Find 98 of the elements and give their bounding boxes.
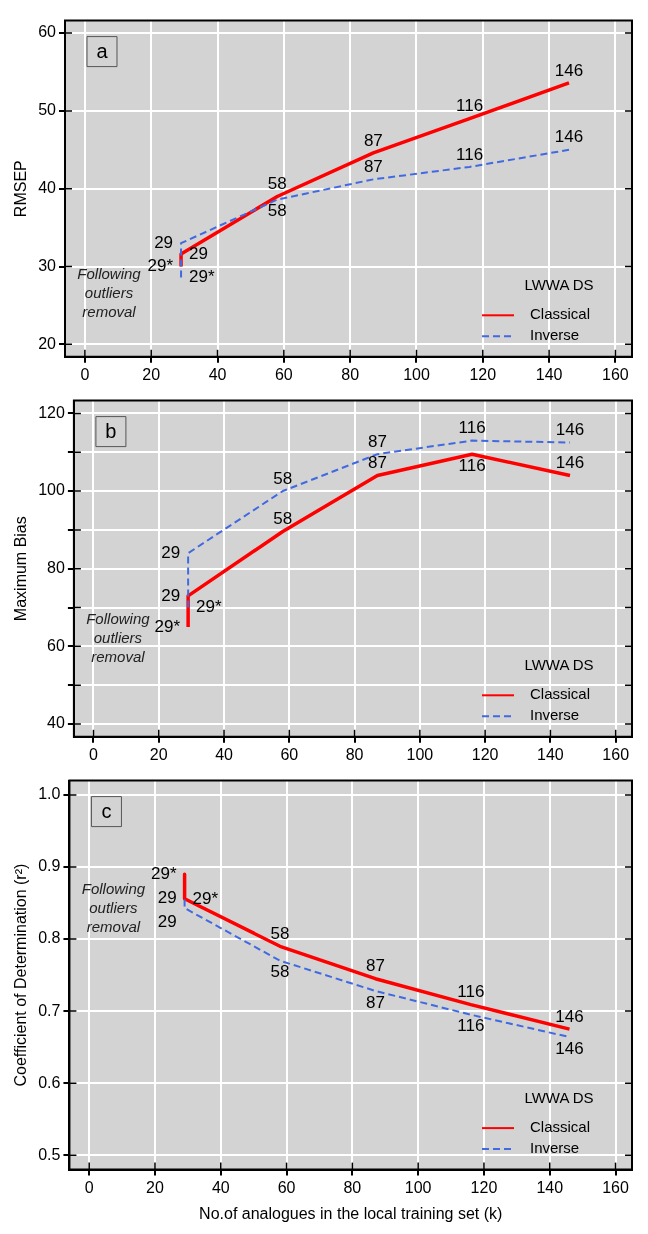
y-tick-label: 30 bbox=[38, 256, 57, 274]
annotation: 116 bbox=[455, 96, 484, 116]
annotation: 29* bbox=[151, 863, 177, 883]
annotation: 87 bbox=[363, 157, 383, 177]
annotation: 146 bbox=[554, 60, 584, 80]
legend-label: Inverse bbox=[530, 706, 580, 724]
annotation: 58 bbox=[273, 509, 293, 529]
x-tick-label: 20 bbox=[142, 365, 161, 383]
y-tick-label: 0.5 bbox=[38, 1145, 61, 1163]
x-tick-label: 0 bbox=[89, 745, 99, 763]
annotation: 29 bbox=[161, 585, 181, 605]
y-tick-label: 120 bbox=[38, 403, 65, 421]
x-tick-label: 120 bbox=[469, 365, 497, 383]
y-axis-title: Maximum Bias bbox=[12, 516, 30, 622]
annotation: 58 bbox=[273, 468, 293, 488]
annotation: 29 bbox=[154, 232, 174, 252]
annotation: 116 bbox=[458, 455, 486, 475]
annotation: 29* bbox=[196, 597, 223, 617]
annotation: 58 bbox=[270, 962, 290, 982]
annotation: 87 bbox=[365, 992, 385, 1012]
x-tick-label: 140 bbox=[535, 365, 563, 383]
legend-label: Inverse bbox=[530, 326, 580, 344]
y-tick-label: 20 bbox=[38, 334, 57, 352]
annotation: 116 bbox=[457, 1016, 485, 1036]
annotation: 29* bbox=[192, 889, 219, 909]
x-tick-label: 100 bbox=[404, 1178, 432, 1196]
annotation: 58 bbox=[270, 923, 290, 943]
legend-title: LWWA DS bbox=[524, 1089, 594, 1107]
legend-label: Inverse bbox=[530, 1139, 580, 1157]
y-tick-label: 40 bbox=[38, 179, 57, 197]
annotation: 29 bbox=[157, 911, 177, 931]
annotation: 58 bbox=[267, 174, 287, 194]
x-tick-label: 140 bbox=[536, 1178, 564, 1196]
y-axis-title: Coefficient of Determination (r²) bbox=[12, 863, 30, 1087]
annotation: 29 bbox=[189, 243, 208, 263]
y-tick-label: 50 bbox=[38, 101, 57, 119]
annotation: Following outliers removal bbox=[86, 610, 151, 666]
x-tick-label: 160 bbox=[602, 365, 629, 383]
x-tick-label: 140 bbox=[537, 745, 564, 763]
annotation: 146 bbox=[555, 1038, 584, 1058]
x-tick-label: 0 bbox=[80, 365, 90, 383]
y-tick-label: 60 bbox=[38, 23, 57, 41]
annotation: 87 bbox=[367, 453, 387, 473]
annotation: 146 bbox=[555, 1006, 584, 1026]
annotation: 29* bbox=[147, 256, 174, 276]
annotation: 87 bbox=[363, 130, 383, 150]
x-tick-label: 120 bbox=[471, 745, 499, 763]
annotation: 146 bbox=[555, 420, 585, 440]
x-tick-label: 160 bbox=[602, 745, 630, 763]
annotation: 87 bbox=[365, 956, 385, 976]
annotation: 116 bbox=[455, 144, 484, 164]
x-tick-label: 80 bbox=[345, 745, 364, 763]
y-tick-label: 100 bbox=[38, 481, 65, 499]
x-tick-label: 80 bbox=[343, 1178, 362, 1196]
annotation: b bbox=[105, 420, 117, 443]
y-axis-title: RMSEP bbox=[12, 160, 30, 218]
x-tick-label: 40 bbox=[215, 745, 234, 763]
annotation: 29* bbox=[154, 616, 181, 636]
annotation: 87 bbox=[367, 431, 387, 451]
y-tick-label: 40 bbox=[47, 714, 65, 732]
x-tick-label: 60 bbox=[277, 1178, 296, 1196]
legend-label: Classical bbox=[530, 685, 591, 703]
x-tick-label: 20 bbox=[149, 745, 168, 763]
x-tick-label: 80 bbox=[341, 365, 360, 383]
y-tick-label: 60 bbox=[47, 636, 65, 654]
annotation: 29 bbox=[157, 888, 177, 908]
annotation: 116 bbox=[457, 982, 485, 1002]
legend-label: Classical bbox=[530, 1118, 591, 1136]
x-tick-label: 0 bbox=[84, 1178, 94, 1196]
x-tick-label: 100 bbox=[403, 365, 430, 383]
y-tick-label: 1.0 bbox=[38, 785, 61, 803]
annotation: 146 bbox=[554, 127, 584, 147]
x-axis-title: No.of analogues in the local training set (k) bbox=[199, 1204, 503, 1222]
annotation: c bbox=[101, 800, 112, 823]
x-tick-label: 40 bbox=[208, 365, 227, 383]
x-tick-label: 40 bbox=[211, 1178, 230, 1196]
y-tick-label: 0.7 bbox=[38, 1001, 61, 1019]
annotation: Following outliers removal bbox=[77, 265, 142, 321]
y-tick-label: 80 bbox=[47, 559, 65, 577]
legend-label: Classical bbox=[530, 305, 591, 323]
x-tick-label: 60 bbox=[274, 365, 293, 383]
annotation: 116 bbox=[458, 418, 486, 438]
annotation: Following outliers removal bbox=[81, 880, 146, 936]
y-tick-label: 0.6 bbox=[38, 1073, 61, 1091]
x-tick-label: 160 bbox=[602, 1178, 629, 1196]
annotation: 146 bbox=[555, 453, 585, 473]
x-tick-label: 120 bbox=[470, 1178, 498, 1196]
y-tick-label: 0.8 bbox=[38, 929, 61, 947]
annotation: 58 bbox=[267, 201, 287, 221]
legend-title: LWWA DS bbox=[524, 656, 594, 674]
annotation: 29 bbox=[161, 542, 181, 562]
annotation: 29* bbox=[189, 267, 215, 287]
legend-title: LWWA DS bbox=[524, 276, 594, 294]
x-tick-label: 20 bbox=[146, 1178, 164, 1196]
y-tick-label: 0.9 bbox=[38, 857, 61, 875]
x-tick-label: 60 bbox=[280, 745, 299, 763]
x-tick-label: 100 bbox=[406, 745, 434, 763]
annotation: a bbox=[96, 40, 109, 63]
